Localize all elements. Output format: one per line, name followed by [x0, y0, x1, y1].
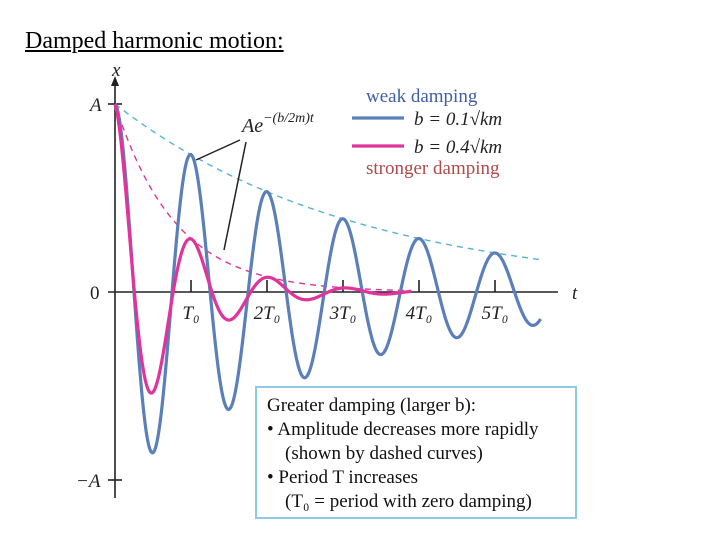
t-tick-label-4: 4T₀: [406, 303, 433, 324]
info-line-3: (shown by dashed curves): [285, 443, 483, 464]
t-ticks: [190, 280, 496, 292]
x-axis-label: x: [111, 60, 121, 81]
envelope-A: Ae: [240, 115, 263, 137]
weak-damping-curve: [113, 102, 542, 455]
legend-strong-series: b = 0.4√km: [414, 137, 502, 158]
info-line-2: • Amplitude decreases more rapidly: [267, 419, 539, 440]
legend: weak damping b = 0.1√km b = 0.4√km stron…: [352, 86, 502, 179]
t-tick-label-5: 5T₀: [482, 303, 509, 324]
info-line-5: (T₀ = period with zero damping): [285, 491, 532, 512]
y-label-negA: −A: [76, 471, 101, 492]
envelope-label: Ae−(b/2m)t: [240, 111, 315, 137]
t-tick-labels: T₀ 2T₀ 3T₀ 4T₀ 5T₀: [182, 303, 508, 324]
annotation-pointer-2: [223, 141, 247, 251]
envelope-exponent: −(b/2m)t: [263, 111, 315, 126]
strong-damping-curve: [113, 103, 412, 395]
axes: [108, 76, 558, 498]
t-tick-label-2: 2T₀: [254, 303, 281, 324]
envelope-weak-curve: [114, 103, 541, 261]
t-tick-label-1: T₀: [182, 303, 199, 324]
t-tick-label-3: 3T₀: [329, 303, 357, 324]
info-line-4: • Period T increases: [267, 467, 419, 488]
legend-weak-title: weak damping: [366, 86, 478, 107]
annotation-pointer-1: [195, 139, 241, 161]
page-title: Damped harmonic motion:: [25, 28, 284, 54]
t-axis-label: t: [572, 283, 578, 304]
y-label-A: A: [88, 95, 102, 116]
info-line-1: Greater damping (larger b):: [267, 395, 477, 416]
legend-strong-title: stronger damping: [366, 158, 500, 179]
legend-weak-series: b = 0.1√km: [414, 109, 502, 130]
envelope-annotation: Ae−(b/2m)t: [195, 111, 315, 251]
info-box: Greater damping (larger b): • Amplitude …: [255, 386, 577, 519]
y-label-zero: 0: [90, 283, 100, 304]
x-axis-arrow: [111, 76, 119, 86]
